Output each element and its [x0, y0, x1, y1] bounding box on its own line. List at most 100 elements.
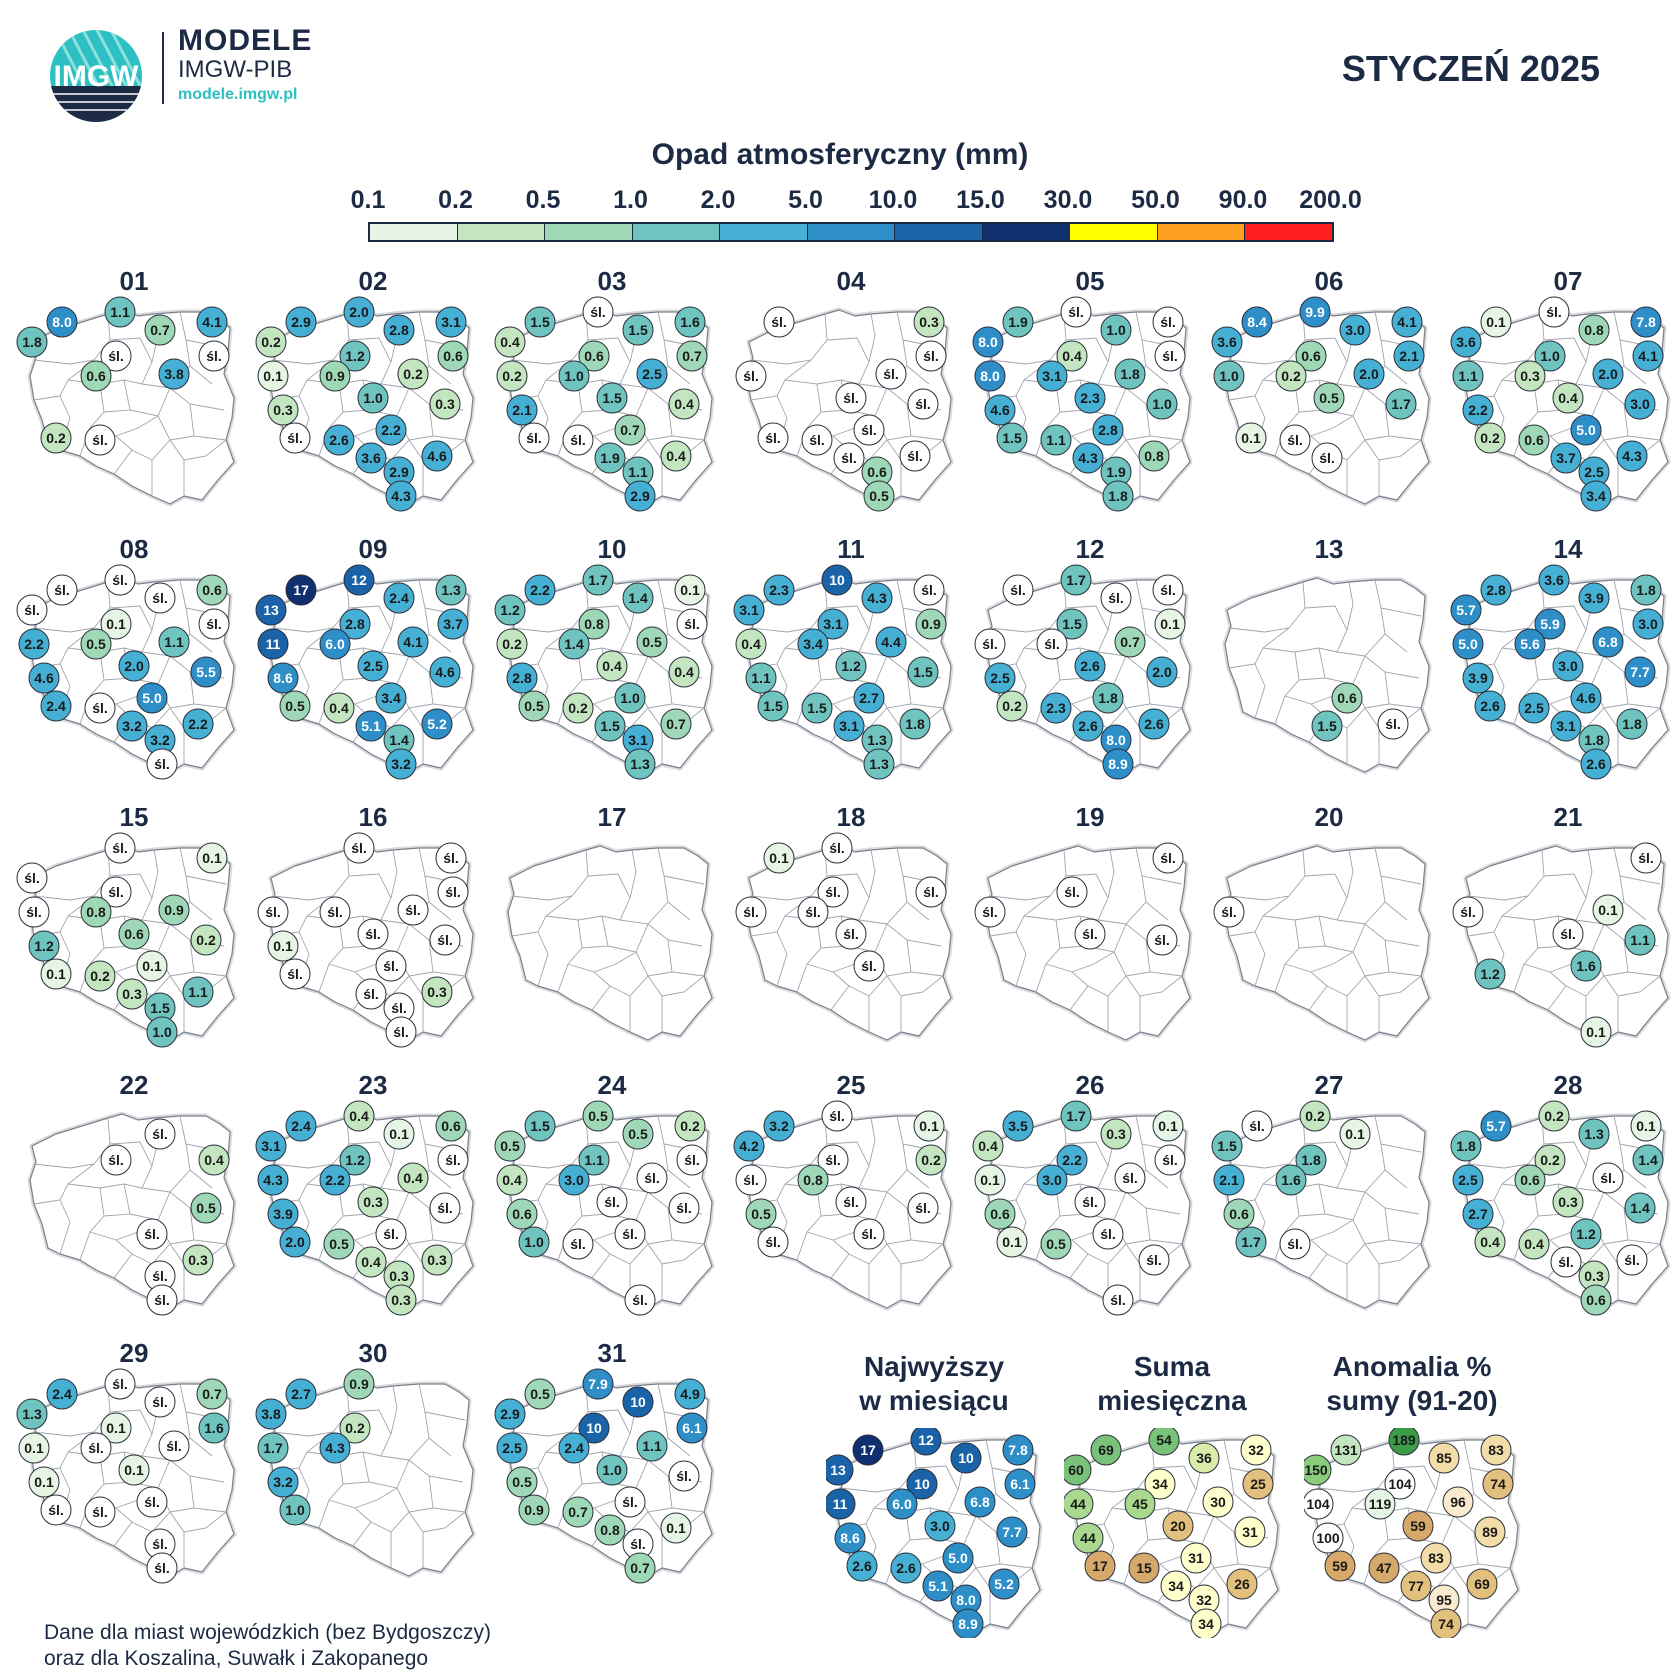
station-value: śl.	[206, 616, 222, 632]
station-value: 1.5	[628, 322, 648, 338]
station-value: 0.6	[1520, 1172, 1540, 1188]
station-marker: 0.5	[1040, 1228, 1072, 1260]
station-marker: 6.8	[1592, 626, 1624, 658]
station-value: 6.1	[682, 1420, 702, 1436]
station-value: 0.1	[1160, 616, 1180, 632]
station-marker: śl.	[279, 958, 311, 990]
station-marker: śl.	[1056, 876, 1088, 908]
station-value: 0.6	[584, 348, 604, 364]
station-value: 10	[914, 1476, 930, 1492]
station-marker: śl.	[1152, 306, 1184, 338]
station-value: śl.	[365, 926, 381, 942]
station-value: 0.9	[325, 368, 345, 384]
station-value: śl.	[1319, 450, 1335, 466]
station-value: 1.1	[188, 984, 208, 1000]
station-marker: śl.	[915, 340, 947, 372]
station-marker: śl.	[735, 1164, 767, 1196]
poland-outline	[27, 307, 237, 507]
station-marker: 45	[1124, 1488, 1156, 1520]
legend-color-swatch	[1157, 224, 1246, 240]
station-marker: 1.4	[622, 582, 654, 614]
day-label: 24	[597, 1070, 627, 1100]
station-value: 5.2	[994, 1576, 1014, 1592]
station-marker: śl.	[146, 1552, 178, 1584]
station-marker: 17	[285, 574, 317, 606]
station-value: śl.	[154, 756, 170, 772]
station-value: 5.0	[142, 690, 162, 706]
station-value: śl.	[144, 1494, 160, 1510]
station-value: śl.	[437, 932, 453, 948]
station-marker: 1.2	[835, 650, 867, 682]
station-marker: 8.0	[950, 1584, 982, 1616]
station-value: 4.9	[680, 1386, 700, 1402]
station-marker: śl.	[1552, 918, 1584, 950]
station-marker: 3.2	[385, 748, 417, 780]
station-marker: 0.1	[1480, 306, 1512, 338]
station-marker: 0.9	[319, 360, 351, 392]
day-map	[505, 843, 715, 1043]
station-marker: 7.7	[1624, 656, 1656, 688]
station-value: 2.8	[512, 670, 532, 686]
day-map: 2.3 10 4.3 śl. 3.1 3.1 0.9 0.4 3.4 4.4 1.1 1.2 1.5 1.…	[733, 564, 954, 780]
station-marker: 3.6	[1538, 564, 1570, 596]
station-value: 0.5	[500, 1138, 520, 1154]
station-value: śl.	[921, 582, 937, 598]
day-label: 23	[358, 1070, 388, 1100]
station-marker: śl.	[1550, 1246, 1582, 1278]
station-value: 0.2	[568, 700, 588, 716]
station-marker: 54	[1148, 1424, 1180, 1456]
station-value: 3.1	[261, 1138, 281, 1154]
station-value: 7.9	[588, 1376, 608, 1392]
day-map: 1.5 śl. 1.5 1.6 0.4 0.6 0.7 0.2 1.0 2.5 2.1 1.5 0.4 ś…	[494, 296, 715, 512]
station-marker: 1.1	[104, 296, 136, 328]
station-value: śl.	[1546, 304, 1562, 320]
legend-tick-label: 0.5	[525, 186, 561, 214]
station-marker: śl.	[144, 1118, 176, 1150]
station-marker: 1.1	[578, 1144, 610, 1176]
station-marker: śl.	[144, 1386, 176, 1418]
station-marker: 1.0	[1100, 314, 1132, 346]
station-marker: 4.3	[385, 480, 417, 512]
station-value: 0.5	[530, 1386, 550, 1402]
station-value: 7.8	[1636, 314, 1656, 330]
station-value: 0.4	[1062, 348, 1082, 364]
station-marker: 0.4	[198, 1144, 230, 1176]
station-value: 3.6	[1456, 334, 1476, 350]
station-value: 2.3	[1080, 390, 1100, 406]
station-marker: 0.7	[614, 414, 646, 446]
station-marker: 0.1	[40, 958, 72, 990]
station-value: 0.6	[202, 582, 222, 598]
brand-url-link[interactable]: modele.imgw.pl	[178, 86, 298, 103]
station-marker: 1.2	[339, 340, 371, 372]
station-marker: 4.1	[196, 306, 228, 338]
day-panel: 24 1.5 0.5 0.5 0.2 0.5 1.1 śl. 0.4 3.0 śl. 0.6 śl. śl…	[494, 1070, 734, 1336]
station-value: 0.4	[1524, 1236, 1544, 1252]
station-marker: 0.5	[190, 1192, 222, 1224]
station-value: 36	[1196, 1450, 1212, 1466]
station-value: 0.1	[1486, 314, 1506, 330]
station-value: śl.	[26, 904, 42, 920]
station-value: 44	[1070, 1496, 1086, 1512]
station-marker: 1.5	[757, 690, 789, 722]
station-value: 1.8	[1636, 582, 1656, 598]
station-marker: 2.2	[319, 1164, 351, 1196]
day-label: 16	[358, 802, 388, 832]
station-marker: 1.5	[996, 422, 1028, 454]
station-marker: 11	[257, 628, 289, 660]
station-value: 2.2	[1062, 1152, 1082, 1168]
station-marker: 3.0	[924, 1510, 956, 1542]
station-marker: 0.6	[437, 340, 469, 372]
station-marker: 4.2	[733, 1130, 765, 1162]
station-value: 5.7	[1486, 1118, 1506, 1134]
station-marker: 0.6	[1223, 1198, 1255, 1230]
station-marker: śl.	[375, 1218, 407, 1250]
station-value: 5.1	[361, 718, 381, 734]
station-marker: śl.	[375, 950, 407, 982]
station-marker: śl.	[821, 1100, 853, 1132]
station-value: 0.1	[919, 1118, 939, 1134]
station-marker: 9.9	[1299, 296, 1331, 328]
station-value: 0.4	[602, 658, 622, 674]
station-marker: śl.	[835, 1186, 867, 1218]
station-marker: 3.6	[1450, 326, 1482, 358]
station-marker: 0.3	[1552, 1186, 1584, 1218]
